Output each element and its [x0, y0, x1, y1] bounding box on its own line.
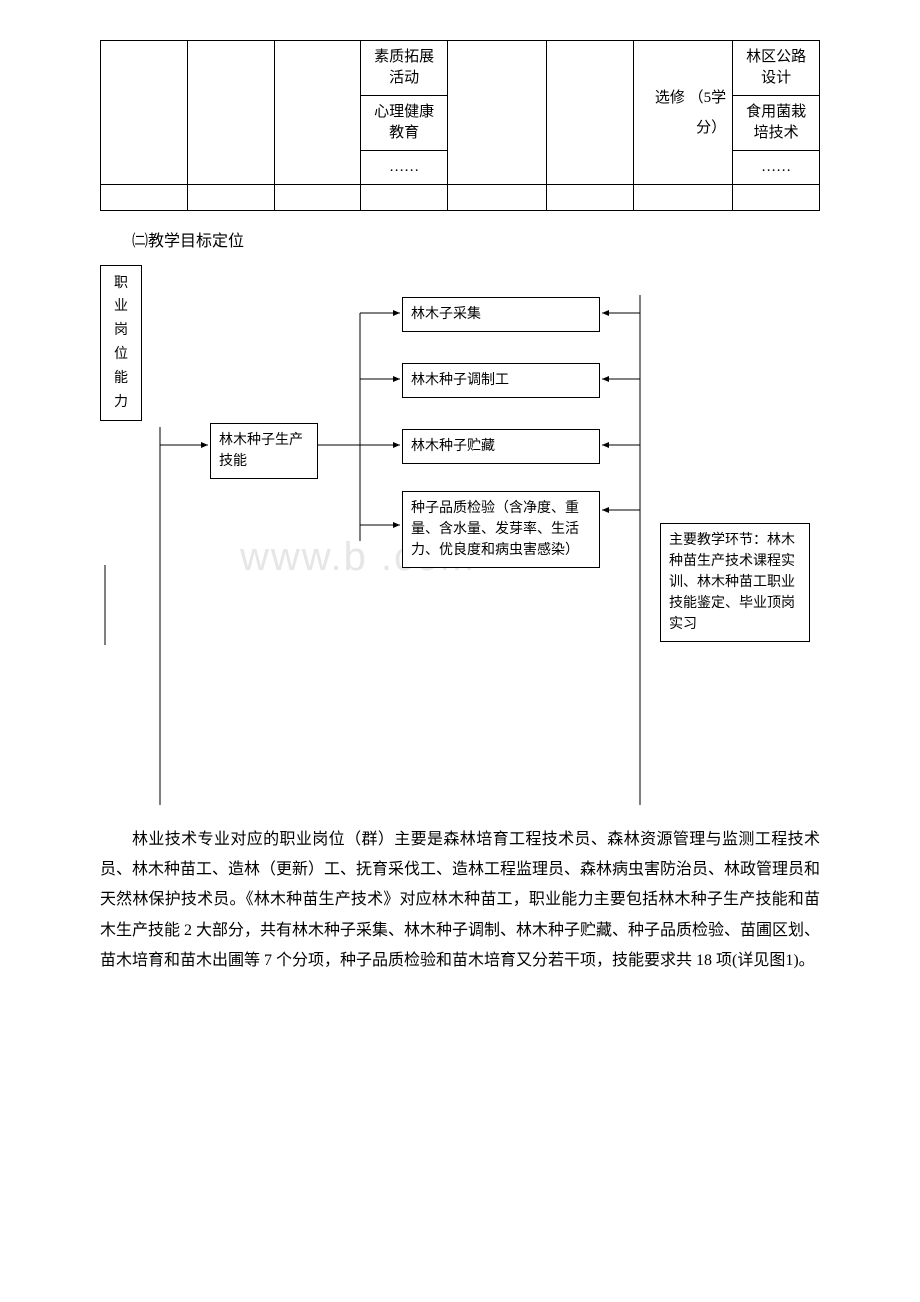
- table-row: 素质拓展活动 选修 （5学分） 林区公路设计: [101, 41, 820, 96]
- node-seed-quality-test: 种子品质检验（含净度、重量、含水量、发芽率、生活力、优良度和病虫害感染）: [402, 491, 600, 568]
- node-occupation-capability: 职 业 岗 位 能 力: [100, 265, 142, 422]
- cell-elective-credits: 选修 （5学分）: [634, 41, 733, 185]
- section-heading: ㈡教学目标定位: [100, 229, 820, 255]
- node-seed-conditioning: 林木种子调制工: [402, 363, 600, 398]
- curriculum-table: 素质拓展活动 选修 （5学分） 林区公路设计 心理健康教育 食用菌栽培技术 ………: [100, 40, 820, 211]
- cell-activity-1: 素质拓展活动: [361, 41, 448, 96]
- node-teaching-segments: 主要教学环节：林木种苗生产技术课程实训、林木种苗工职业技能鉴定、毕业顶岗实习: [660, 523, 810, 642]
- skill-flowchart: www.b .com 职 业 岗 位 能 力: [100, 265, 820, 805]
- node-seed-collection: 林木子采集: [402, 297, 600, 332]
- cell-course-3: ……: [733, 151, 820, 185]
- cell-activity-2: 心理健康教育: [361, 96, 448, 151]
- node-seed-production-skill: 林木种子生产技能: [210, 423, 318, 479]
- cell-activity-3: ……: [361, 151, 448, 185]
- cell-course-1: 林区公路设计: [733, 41, 820, 96]
- cell-course-2: 食用菌栽培技术: [733, 96, 820, 151]
- table-row-empty: [101, 185, 820, 211]
- node-seed-storage: 林木种子贮藏: [402, 429, 600, 464]
- body-paragraph: 林业技术专业对应的职业岗位（群）主要是森林培育工程技术员、森林资源管理与监测工程…: [100, 825, 820, 977]
